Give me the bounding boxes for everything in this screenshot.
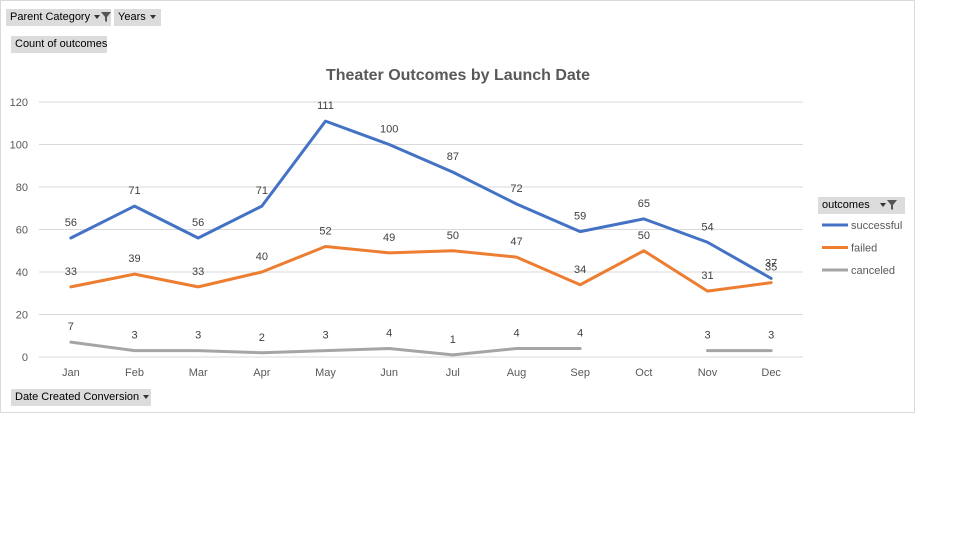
x-axis: Jan Feb Mar Apr May Jun Jul Aug Sep Oct Nov Dec <box>62 367 781 379</box>
successful-data-label: 71 <box>256 185 268 197</box>
chart-area <box>0 0 915 413</box>
successful-data-label: 65 <box>638 198 650 210</box>
line-chart: Theater Outcomes by Launch Date 0 20 40 60 8… <box>10 67 903 379</box>
successful-data-label: 111 <box>317 100 334 112</box>
canceled-data-label: 3 <box>131 330 137 342</box>
parent-category-filter-button[interactable]: Parent Category <box>6 9 112 26</box>
canceled-data-label: 4 <box>513 328 519 340</box>
x-tick-label: Feb <box>125 367 144 379</box>
date-created-conversion-label: Date Created Conversion <box>15 391 140 403</box>
x-tick-label: Oct <box>635 367 652 379</box>
outcomes-legend-header: outcomes <box>822 199 870 211</box>
failed-line <box>69 245 773 293</box>
failed-data-label: 33 <box>65 266 77 278</box>
failed-data-label: 49 <box>383 232 395 244</box>
canceled-data-label: 7 <box>68 321 74 333</box>
successful-data-label: 100 <box>380 124 398 136</box>
successful-data-label: 37 <box>765 257 777 269</box>
y-tick-label: 0 <box>22 352 28 364</box>
successful-line <box>69 119 773 280</box>
x-tick-label: Jun <box>380 367 398 379</box>
successful-data-label: 71 <box>128 185 140 197</box>
legend-label-successful: successful <box>851 220 902 232</box>
date-created-conversion-filter-button[interactable]: Date Created Conversion <box>11 389 151 406</box>
successful-data-label: 59 <box>574 211 586 223</box>
series-lines <box>69 119 773 357</box>
failed-data-label: 39 <box>128 253 140 265</box>
canceled-data-label: 3 <box>195 330 201 342</box>
gridlines <box>39 101 803 358</box>
canceled-data-label: 3 <box>768 330 774 342</box>
y-tick-label: 20 <box>16 310 28 322</box>
failed-data-label: 50 <box>447 230 459 242</box>
canceled-data-label: 1 <box>450 334 456 346</box>
failed-data-label: 52 <box>319 226 331 238</box>
failed-data-label: 35 <box>765 262 777 274</box>
canceled-data-label: 3 <box>704 330 710 342</box>
canceled-data-label: 3 <box>322 330 328 342</box>
legend-label-failed: failed <box>851 243 877 255</box>
successful-data-label: 56 <box>65 217 77 229</box>
successful-data-label: 87 <box>447 151 459 163</box>
x-tick-label: Nov <box>698 367 718 379</box>
x-tick-label: Aug <box>507 367 527 379</box>
filter-funnel-icon <box>101 12 112 23</box>
x-tick-label: Dec <box>761 367 781 379</box>
y-tick-label: 100 <box>10 140 28 152</box>
x-tick-label: Mar <box>189 367 208 379</box>
failed-data-label: 34 <box>574 264 586 276</box>
successful-data-label: 54 <box>701 221 713 233</box>
failed-data-label: 40 <box>256 251 268 263</box>
successful-data-label: 72 <box>510 183 522 195</box>
canceled-data-label: 2 <box>259 332 265 344</box>
successful-data-label: 56 <box>192 217 204 229</box>
x-tick-label: Jul <box>446 367 460 379</box>
y-tick-label: 120 <box>10 97 28 109</box>
x-tick-label: Apr <box>253 367 270 379</box>
x-tick-label: Sep <box>570 367 590 379</box>
failed-data-label: 31 <box>701 270 713 282</box>
failed-data-label: 50 <box>638 230 650 242</box>
legend-label-canceled: canceled <box>851 265 895 277</box>
filter-funnel-icon <box>886 200 897 211</box>
dropdown-arrow-icon <box>94 15 101 20</box>
chart-title: Theater Outcomes by Launch Date <box>326 67 590 84</box>
dropdown-arrow-icon <box>143 395 150 400</box>
y-tick-label: 60 <box>16 225 28 237</box>
y-tick-label: 80 <box>16 182 28 194</box>
x-tick-label: Jan <box>62 367 80 379</box>
failed-data-label: 47 <box>510 236 522 248</box>
legend: successful failed canceled <box>822 220 902 277</box>
dropdown-arrow-icon <box>149 15 156 20</box>
canceled-line <box>69 340 582 357</box>
y-tick-label: 40 <box>16 267 28 279</box>
parent-category-label: Parent Category <box>10 11 91 23</box>
outcomes-filter-button[interactable]: outcomes <box>818 197 905 214</box>
years-filter-button[interactable]: Years <box>114 9 161 26</box>
count-of-outcomes-field: Count of outcomes <box>11 36 107 53</box>
dropdown-arrow-icon <box>879 203 886 208</box>
canceled-data-label: 4 <box>577 328 583 340</box>
failed-data-label: 33 <box>192 266 204 278</box>
count-of-outcomes-label: Count of outcomes <box>15 38 108 50</box>
years-label: Years <box>118 11 146 23</box>
x-tick-label: May <box>315 367 336 379</box>
y-axis: 0 20 40 60 80 100 120 <box>10 97 28 364</box>
canceled-data-label: 4 <box>386 328 392 340</box>
